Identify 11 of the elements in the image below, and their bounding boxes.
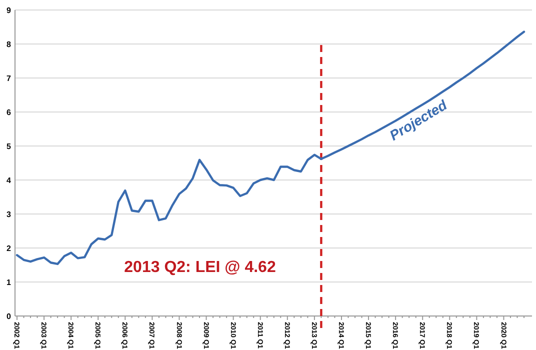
y-tick-label: 8 <box>6 40 12 49</box>
y-tick-label: 7 <box>6 74 12 83</box>
y-tick-label: 4 <box>6 176 12 185</box>
y-tick-label: 2 <box>6 244 12 253</box>
y-tick-label: 1 <box>6 278 12 287</box>
y-tick-label: 5 <box>6 142 12 151</box>
y-tick-label: 0 <box>6 312 12 321</box>
y-tick-label: 3 <box>6 210 12 219</box>
y-tick-label: 9 <box>6 6 12 15</box>
y-tick-label: 6 <box>6 108 12 117</box>
annotation: 2013 Q2: LEI @ 4.62 <box>124 259 276 276</box>
